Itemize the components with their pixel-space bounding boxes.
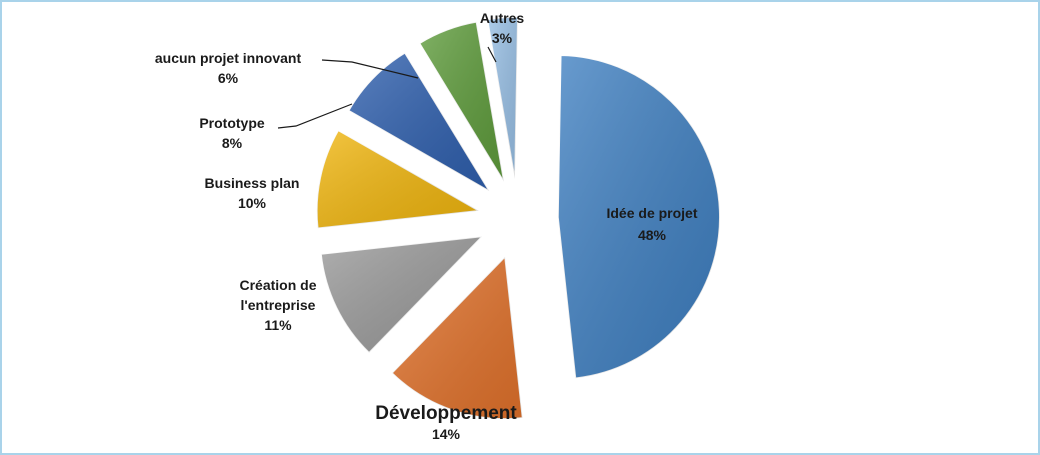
pie-slice-shade-autres: [487, 17, 518, 180]
pie-slice-creation-de-l-entreprise: [320, 235, 484, 354]
pie-slice-developpement: [390, 255, 524, 420]
pie-slice-shade-creation-de-l-entreprise: [321, 236, 482, 353]
data-labels: Idée de projet 48% Développement 14% Créatio…: [155, 10, 698, 442]
data-label-category-aucun-projet-innovant: aucun projet innovant: [155, 50, 302, 66]
pie-slice-autres: [486, 16, 519, 180]
data-label-category-autres: Autres: [480, 10, 525, 26]
pie-slices: [316, 16, 721, 420]
data-label-value-idee-de-projet: 48%: [638, 227, 667, 243]
data-label-value-aucun-projet-innovant: 6%: [218, 70, 239, 86]
pie-slice-shade-aucun-projet-innovant: [419, 21, 504, 182]
pie-slice-shade-idee-de-projet: [558, 55, 720, 379]
data-label-developpement: Développement 14%: [375, 403, 517, 442]
pie-slice-shade-business-plan: [316, 130, 479, 229]
data-label-business-plan: Business plan 10%: [205, 175, 300, 211]
pie-slice-shade-prototype: [348, 52, 490, 192]
leader-lines: [277, 46, 497, 129]
data-label-value-creation-de-l-entreprise: 11%: [264, 317, 292, 333]
pie-slice-idee-de-projet: [557, 54, 721, 380]
data-label-category-business-plan: Business plan: [205, 175, 300, 191]
data-label-category-developpement: Développement: [375, 403, 517, 424]
leader-line-prototype: [277, 103, 353, 129]
data-label-prototype: Prototype 8%: [199, 115, 265, 151]
data-label-value-autres: 3%: [492, 30, 513, 46]
data-label-value-prototype: 8%: [222, 135, 243, 151]
pie-slice-aucun-projet-innovant: [418, 21, 505, 182]
data-label-category-prototype: Prototype: [199, 115, 265, 131]
data-label-aucun-projet-innovant: aucun projet innovant 6%: [155, 50, 302, 86]
leader-line-autres: [487, 46, 497, 63]
data-label-category-creation-de-l-entreprise-2: l'entreprise: [241, 297, 316, 313]
data-label-value-developpement: 14%: [432, 426, 461, 442]
pie-slice-business-plan: [316, 129, 482, 230]
data-label-value-business-plan: 10%: [238, 195, 267, 211]
data-label-idee-de-projet: Idée de projet 48%: [606, 205, 697, 243]
leader-line-aucun-projet-innovant: [321, 59, 419, 79]
pie-slice-shade-developpement: [392, 256, 523, 419]
data-label-category-idee-de-projet: Idée de projet: [606, 205, 697, 221]
data-label-autres: Autres 3%: [480, 10, 525, 46]
data-label-creation-de-l-entreprise: Création de l'entreprise 11%: [239, 277, 316, 333]
data-label-category-creation-de-l-entreprise-1: Création de: [239, 277, 316, 293]
pie-slice-prototype: [347, 51, 490, 192]
